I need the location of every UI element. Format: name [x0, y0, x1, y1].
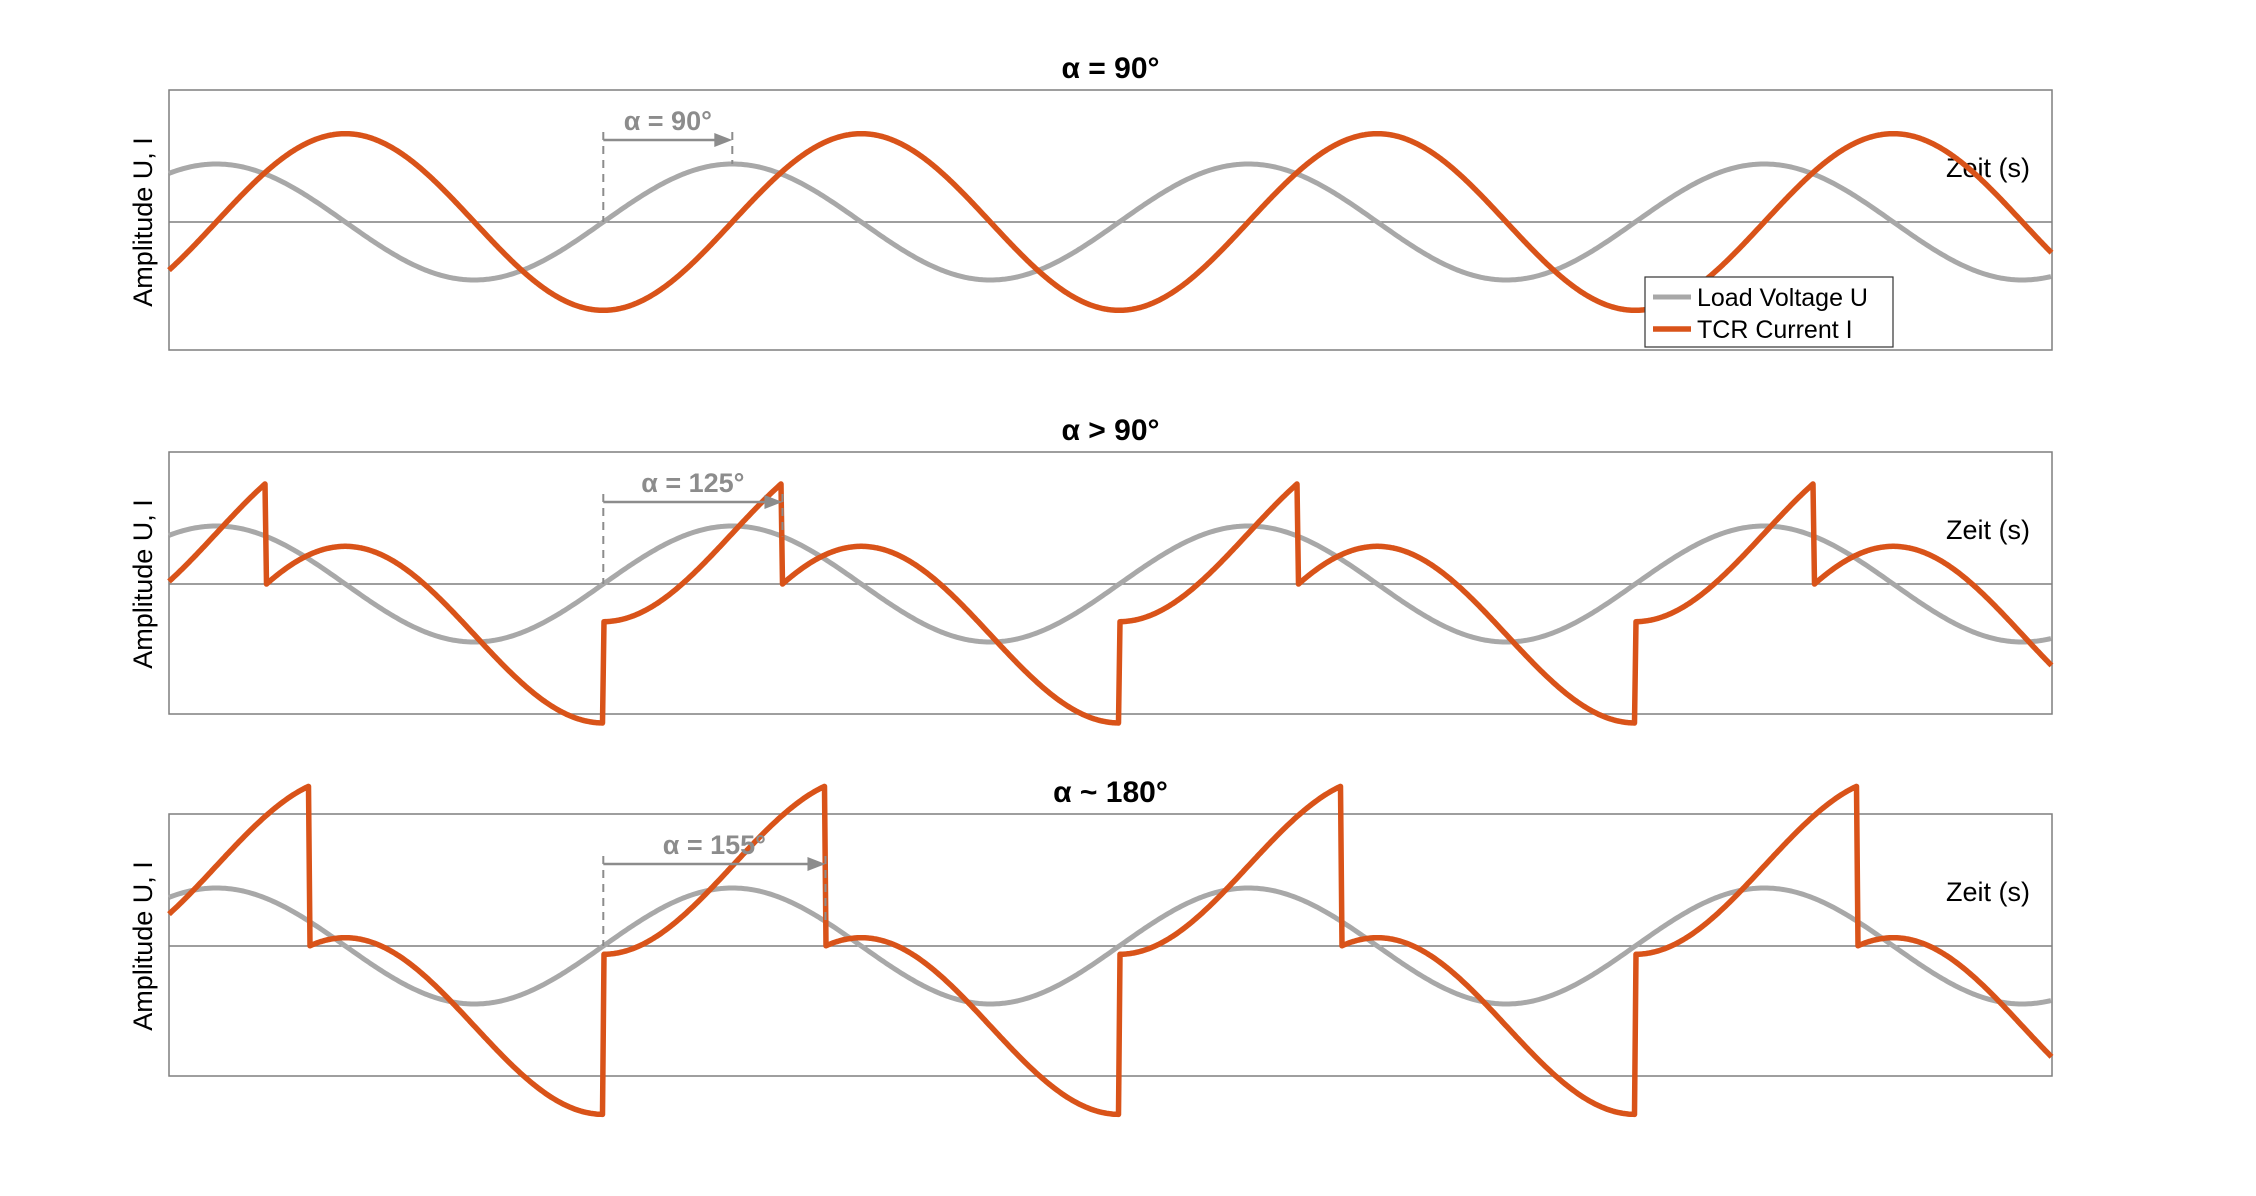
y-axis-label: Amplitude U, I: [128, 861, 158, 1031]
legend-label-tcr-current: TCR Current I: [1697, 316, 1853, 344]
series-load-voltage-line: [168, 161, 2052, 283]
alpha-arrow-head: [807, 857, 826, 871]
x-axis-label: Zeit (s): [1946, 515, 2030, 545]
series-tcr-current-line: [167, 783, 2054, 1118]
plot-frame: [168, 451, 2053, 715]
panel-alpha-180: α ~ 180° Amplitude U, I Zeit (s) α = 155°: [128, 776, 2054, 1118]
chart-title: α > 90°: [1062, 414, 1160, 447]
alpha-arrow-head: [714, 133, 733, 147]
legend-box: [1644, 276, 1894, 348]
chart-title: α ~ 180°: [1053, 776, 1168, 809]
x-axis-label: Zeit (s): [1946, 877, 2030, 907]
chart-title: α = 90°: [1062, 52, 1160, 85]
y-axis-label: Amplitude U, I: [128, 499, 158, 669]
series-tcr-current-line: [167, 130, 2054, 314]
legend-label-load-voltage: Load Voltage U: [1697, 284, 1868, 312]
series-tcr-current-line: [167, 481, 2054, 726]
y-axis-label: Amplitude U, I: [128, 137, 158, 307]
panel-alpha-gt-90: α > 90° Amplitude U, I Zeit (s) α = 125°: [128, 414, 2054, 726]
alpha-annotation-label: α = 90°: [624, 106, 712, 136]
panel-alpha-90: α = 90°Amplitude U, I Zeit (s)α = 90°Load…: [128, 52, 2054, 351]
alpha-arrow-head: [764, 495, 783, 509]
alpha-annotation-label: α = 155°: [663, 830, 766, 860]
plot-frame: [168, 813, 2053, 1077]
alpha-annotation-label: α = 125°: [641, 468, 744, 498]
